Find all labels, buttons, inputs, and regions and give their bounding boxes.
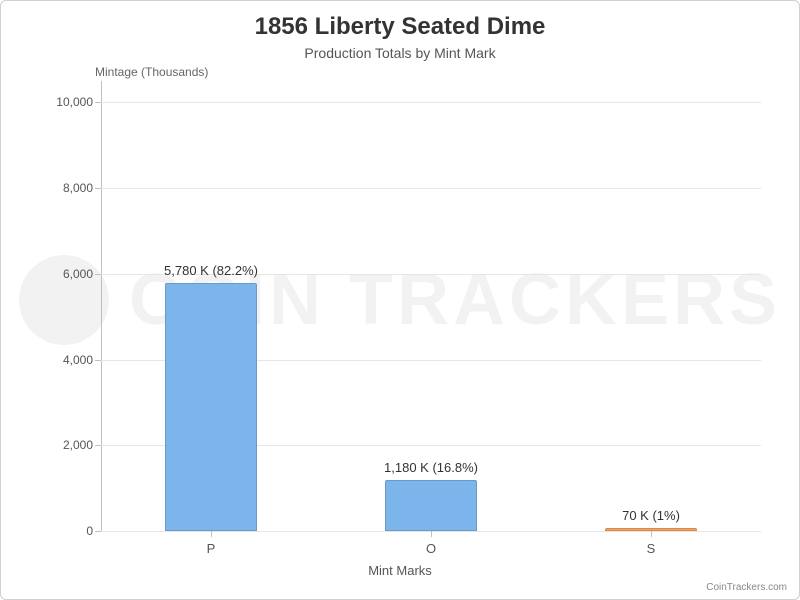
bar[interactable] [385,480,477,531]
gridline [101,102,761,103]
credits-label: CoinTrackers.com [706,582,787,593]
bar-value-label: 5,780 K (82.2%) [164,263,258,278]
y-tick-mark [95,531,101,532]
y-tick-mark [95,188,101,189]
x-tick-mark [651,531,652,537]
x-axis-title: Mint Marks [1,563,799,578]
x-tick-mark [431,531,432,537]
y-tick-label: 10,000 [33,95,93,109]
x-tick-label: O [426,541,436,556]
y-tick-label: 2,000 [33,438,93,452]
y-tick-mark [95,360,101,361]
y-axis-title: Mintage (Thousands) [95,65,208,79]
y-tick-label: 4,000 [33,353,93,367]
x-tick-label: S [647,541,656,556]
y-tick-label: 0 [33,524,93,538]
bar-value-label: 70 K (1%) [622,508,680,523]
x-tick-label: P [207,541,216,556]
chart-container: COIN TRACKERS 1856 Liberty Seated Dime P… [0,0,800,600]
y-tick-mark [95,102,101,103]
chart-subtitle: Production Totals by Mint Mark [1,45,799,61]
x-tick-mark [211,531,212,537]
bar-value-label: 1,180 K (16.8%) [384,460,478,475]
y-tick-label: 8,000 [33,181,93,195]
chart-title: 1856 Liberty Seated Dime [1,13,799,41]
gridline [101,188,761,189]
y-tick-label: 6,000 [33,267,93,281]
y-tick-mark [95,445,101,446]
bar[interactable] [165,283,257,531]
y-tick-mark [95,274,101,275]
